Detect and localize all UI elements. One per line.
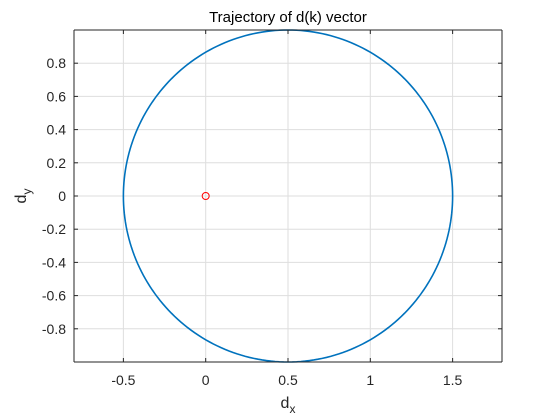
axes <box>73 29 503 363</box>
x-tick-label: 1.5 <box>443 372 463 388</box>
x-tick-label: 0 <box>202 372 210 388</box>
origin-marker <box>201 192 210 200</box>
y-tick-label: -0.2 <box>42 221 66 237</box>
y-tick-label: 0.2 <box>47 155 67 171</box>
y-axis-label: dy <box>13 189 34 204</box>
y-tick-label: -0.4 <box>42 254 66 270</box>
x-tick-label: -0.5 <box>111 372 135 388</box>
y-tick-label: 0.6 <box>47 88 67 104</box>
y-axis-label-subscript: y <box>20 189 34 195</box>
x-axis-label-subscript: x <box>289 402 295 416</box>
grid <box>74 30 502 362</box>
y-tick-label: 0 <box>58 188 66 204</box>
x-axis-label-main: d <box>281 395 290 412</box>
x-tick-label: 0.5 <box>278 372 298 388</box>
y-tick-label: -0.6 <box>42 288 66 304</box>
x-tick-label: 1 <box>366 372 374 388</box>
y-axis-label-main: d <box>13 195 30 204</box>
y-tick-label: -0.8 <box>42 321 66 337</box>
x-axis-label: dx <box>281 395 296 416</box>
y-tick-label: 0.8 <box>47 55 67 71</box>
trajectory-line <box>122 29 454 363</box>
labels: -0.5 0 0.5 1 1.5 -0.8 -0.6 -0.4 -0.2 0 0.2 0.4 0.6 0.… <box>13 9 463 416</box>
plot-area <box>122 29 454 363</box>
chart-title: Trajectory of d(k) vector <box>209 9 367 26</box>
y-tick-label: 0.4 <box>47 122 67 138</box>
